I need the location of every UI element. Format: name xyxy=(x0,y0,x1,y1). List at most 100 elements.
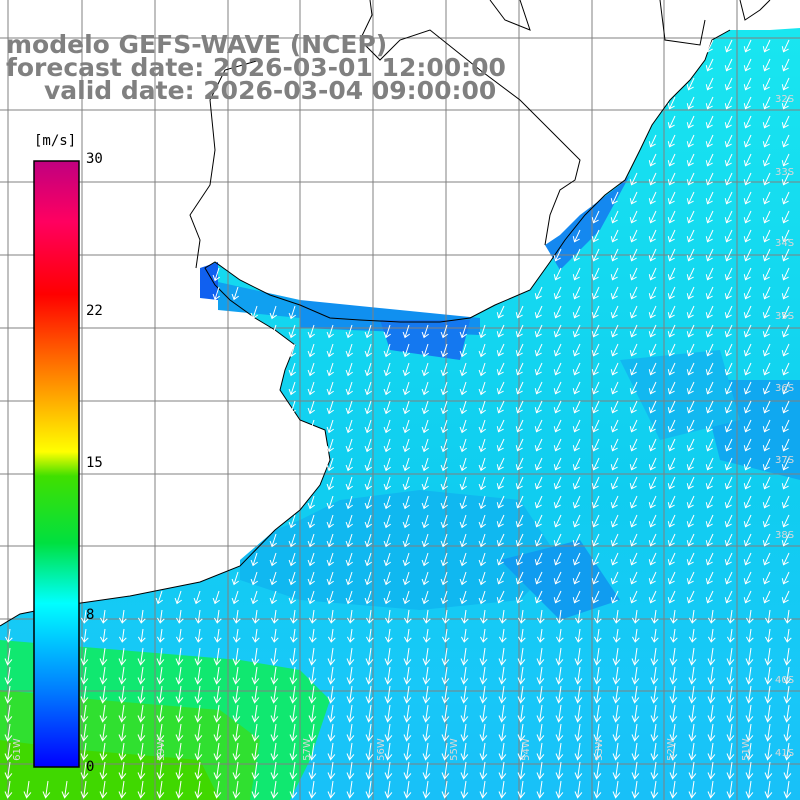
wind-arrow xyxy=(307,533,315,548)
wind-arrow xyxy=(536,761,545,780)
wind-arrow xyxy=(213,704,222,723)
wind-arrow xyxy=(269,590,277,605)
wind-arrow xyxy=(705,191,714,205)
wind-arrow xyxy=(705,115,714,129)
wind-arrow xyxy=(686,476,695,490)
wind-arrow xyxy=(517,685,526,704)
wind-arrow xyxy=(459,381,467,396)
wind-arrow xyxy=(534,552,543,566)
wind-arrow xyxy=(781,191,790,205)
wind-arrow xyxy=(364,571,372,586)
wind-arrow xyxy=(591,476,600,490)
wind-arrow xyxy=(326,590,334,605)
wind-arrow xyxy=(308,723,317,742)
wind-arrow xyxy=(99,647,108,666)
wind-arrow xyxy=(610,457,619,471)
title-forecast-date: forecast date: 2026-03-01 12:00:00 xyxy=(6,53,506,82)
wind-arrow xyxy=(688,666,697,685)
wind-arrow xyxy=(421,552,429,567)
wind-arrow xyxy=(667,362,676,376)
wind-arrow xyxy=(705,552,714,566)
lat-label: 33S xyxy=(775,167,795,178)
wind-arrow xyxy=(364,381,372,396)
wind-arrow xyxy=(99,780,108,799)
wind-arrow xyxy=(705,267,714,281)
wind-arrow xyxy=(534,286,543,300)
wind-arrow xyxy=(572,267,581,281)
wind-arrow xyxy=(478,400,486,415)
wind-arrow xyxy=(308,780,317,799)
wind-arrow xyxy=(762,590,771,604)
wind-arrow xyxy=(572,305,581,319)
wind-arrow xyxy=(421,457,429,472)
wind-arrow xyxy=(478,495,486,510)
wind-arrow xyxy=(156,609,165,624)
wind-arrow xyxy=(307,324,315,339)
border-line xyxy=(659,0,706,46)
wind-arrow xyxy=(517,780,526,799)
wind-arrow xyxy=(515,438,524,452)
wind-arrow xyxy=(610,229,619,243)
wind-arrow xyxy=(517,761,526,780)
wind-arrow xyxy=(591,590,600,604)
wind-arrow xyxy=(743,457,752,471)
wind-arrow xyxy=(764,742,773,761)
wind-arrow xyxy=(478,362,486,377)
wind-arrow xyxy=(591,248,600,262)
wind-arrow xyxy=(459,590,467,605)
wind-arrow xyxy=(288,324,296,339)
wind-arrow xyxy=(572,476,581,490)
wind-arrow xyxy=(345,552,353,567)
wind-arrow xyxy=(346,780,355,799)
wind-arrow xyxy=(669,704,678,723)
wind-arrow xyxy=(496,533,505,547)
wind-arrow xyxy=(403,647,412,666)
wind-arrow xyxy=(327,666,336,685)
wind-arrow xyxy=(137,780,146,799)
wind-arrow xyxy=(194,780,203,799)
wind-arrow xyxy=(572,400,581,414)
wind-arrow xyxy=(648,362,657,376)
wind-arrow xyxy=(498,685,507,704)
wind-arrow xyxy=(384,666,393,685)
wind-arrow xyxy=(650,780,659,799)
wind-arrow xyxy=(99,609,108,624)
wind-arrow xyxy=(80,780,89,799)
wind-arrow xyxy=(421,362,429,377)
wind-arrow xyxy=(402,419,410,434)
wind-arrow xyxy=(441,723,450,742)
wind-arrow xyxy=(517,609,526,624)
wind-arrow xyxy=(745,666,754,685)
wind-arrow xyxy=(667,191,676,205)
wind-arrow xyxy=(648,248,657,262)
wind-arrow xyxy=(402,343,410,358)
wind-arrow xyxy=(743,324,752,338)
wind-arrow xyxy=(194,742,203,761)
wind-arrow xyxy=(422,685,431,704)
wind-arrow xyxy=(648,438,657,452)
wind-arrow xyxy=(667,267,676,281)
wind-arrow xyxy=(384,647,393,666)
wind-arrow xyxy=(478,381,486,396)
wind-arrow xyxy=(213,685,222,704)
wind-arrow xyxy=(781,172,790,186)
wind-arrow xyxy=(593,628,602,643)
wind-arrow xyxy=(707,685,716,704)
wind-arrow xyxy=(783,742,792,761)
wind-arrow xyxy=(610,267,619,281)
wind-arrow xyxy=(667,495,676,509)
wind-arrow xyxy=(536,647,545,666)
wind-arrow xyxy=(629,248,638,262)
wind-arrow xyxy=(667,381,676,395)
wind-arrow xyxy=(726,704,735,723)
wind-arrow xyxy=(498,742,507,761)
wind-arrow xyxy=(781,115,790,129)
wind-arrow xyxy=(688,704,697,723)
wind-arrow xyxy=(440,343,448,358)
wind-arrow xyxy=(762,476,771,490)
lat-label: 37S xyxy=(775,455,795,466)
wind-arrow xyxy=(629,305,638,319)
wind-arrow xyxy=(213,723,222,742)
wind-arrow xyxy=(764,647,773,666)
wind-arrow xyxy=(667,457,676,471)
